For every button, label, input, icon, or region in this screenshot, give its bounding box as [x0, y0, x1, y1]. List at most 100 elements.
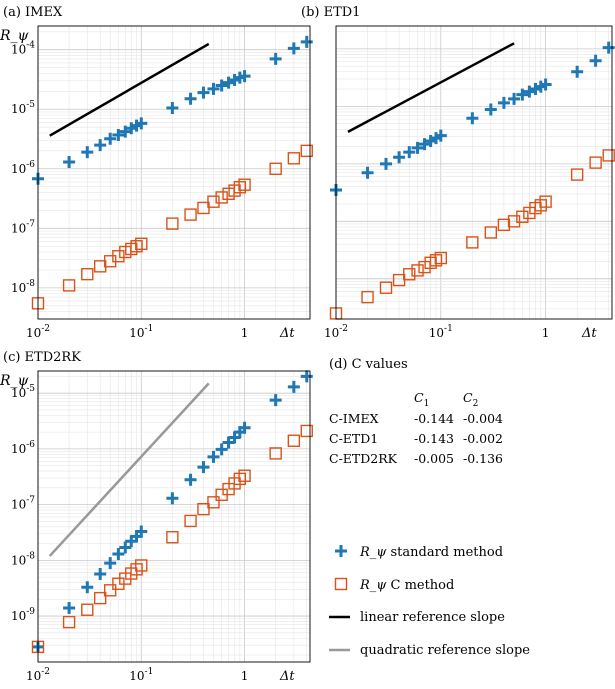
square-marker	[379, 281, 393, 294]
plus-marker	[287, 42, 300, 55]
square-marker	[112, 250, 125, 263]
c2-header-base: C	[463, 390, 473, 405]
quadratic-reference-line	[48, 382, 210, 557]
axes-frame	[37, 370, 311, 663]
square-marker	[507, 215, 521, 228]
square-marker	[207, 195, 220, 208]
square-marker	[403, 268, 416, 281]
plus-marker	[112, 548, 125, 561]
plus-marker	[523, 85, 536, 98]
plus-marker	[466, 112, 479, 125]
c-method-series	[31, 424, 313, 654]
x-tick-label: 1	[241, 326, 249, 340]
square-marker	[81, 267, 94, 281]
plus-marker	[166, 492, 179, 505]
y-tick-base: 10	[11, 386, 26, 400]
linear-reference-line	[347, 42, 515, 133]
linear-reference-line	[49, 42, 210, 137]
standard-method-series	[330, 41, 615, 197]
square-marker	[130, 563, 143, 576]
y-tick-base: 10	[11, 609, 26, 623]
x-tick-label: 10-2	[26, 667, 50, 683]
y-tick-base: 10	[11, 498, 26, 512]
y-tick-base: 10	[11, 221, 26, 235]
square-marker	[429, 254, 443, 267]
plus-marker	[238, 70, 251, 83]
x-axis-label: Δt	[581, 326, 597, 341]
c-values-table: (d) C values C1 C2 C-IMEX -0.144 -0.004 …	[329, 357, 503, 466]
plus-marker	[484, 103, 497, 116]
square-marker	[269, 447, 282, 460]
chart-panels: 10-2 10-1 110-810-710-610-510-4(a) IMEXR_ψ…	[0, 5, 615, 684]
plus-marker	[300, 35, 313, 48]
plus-marker	[184, 473, 197, 486]
y-tick-base: 10	[11, 102, 26, 116]
grid	[37, 26, 310, 320]
x-tick-label: 10-2	[26, 324, 50, 340]
y-tick-exponent: -6	[26, 440, 35, 450]
square-marker	[215, 191, 228, 204]
row-label-etd2rk: C-ETD2RK	[329, 451, 398, 466]
x-tick-label: 10-1	[129, 667, 153, 683]
plus-marker	[497, 96, 510, 109]
y-tick-exponent: -7	[26, 219, 35, 229]
plus-marker	[418, 138, 431, 151]
legend-c-method-label: R_ψ C method	[359, 578, 454, 593]
y-tick-label: 10-5	[11, 100, 35, 116]
row-c1-etd2rk: -0.005	[414, 451, 454, 466]
square-marker	[233, 181, 247, 194]
c-method-series	[329, 149, 615, 320]
plus-marker	[94, 567, 107, 580]
y-tick-exponent: -7	[26, 496, 35, 506]
plus-marker	[571, 65, 584, 78]
x-tick-base: 10	[26, 326, 41, 340]
legend-quadratic-text: quadratic reference slope	[360, 643, 530, 658]
square-marker	[287, 152, 301, 165]
legend-linear-text: linear reference slope	[360, 610, 505, 625]
c-method-series	[31, 144, 313, 310]
plus-marker	[215, 443, 228, 456]
y-tick-exponent: -9	[26, 607, 35, 617]
square-marker	[238, 178, 251, 191]
y-tick-label: 10-6	[11, 160, 35, 176]
c-values-title: (d) C values	[329, 357, 408, 372]
plus-marker	[135, 525, 148, 538]
y-tick-label: 10-9	[11, 607, 35, 623]
row-c2-imex: -0.004	[463, 411, 503, 426]
square-marker	[589, 156, 602, 169]
plus-marker	[380, 157, 393, 170]
square-marker	[197, 201, 210, 215]
grid	[335, 26, 612, 320]
plus-marker	[516, 88, 529, 101]
plus-marker	[119, 541, 132, 554]
plus-marker	[94, 139, 107, 152]
plus-marker	[207, 450, 220, 463]
x-tick-base: 10	[429, 326, 444, 340]
plus-marker	[393, 151, 406, 164]
square-marker	[539, 195, 552, 208]
row-c2-etd2rk: -0.136	[463, 451, 503, 466]
plus-marker	[238, 421, 251, 434]
legend-item-standard: R_ψ standard method	[335, 545, 503, 560]
standard-method-series	[32, 35, 313, 185]
x-tick-exponent: -1	[145, 324, 154, 334]
plus-marker	[602, 41, 615, 54]
x-tick-label: 10-1	[429, 324, 453, 340]
square-marker	[300, 424, 313, 438]
y-axis-label: R_ψ	[0, 28, 30, 44]
y-tick-base: 10	[11, 442, 26, 456]
square-marker	[184, 514, 197, 528]
y-axis-label: R_ψ	[0, 373, 30, 389]
plus-marker	[434, 129, 447, 142]
plus-marker	[104, 132, 117, 145]
square-marker	[197, 502, 210, 516]
axes-frame	[37, 25, 311, 320]
panel-2: 10-2 10-1 110-910-810-710-610-5(c) ETD2RKR…	[0, 350, 313, 684]
plus-marker	[589, 54, 602, 67]
plus-marker	[197, 86, 210, 99]
row-c1-imex: -0.144	[414, 411, 454, 426]
y-tick-exponent: -5	[26, 100, 35, 110]
square-marker	[184, 208, 197, 221]
c1-header: C1	[414, 390, 429, 409]
